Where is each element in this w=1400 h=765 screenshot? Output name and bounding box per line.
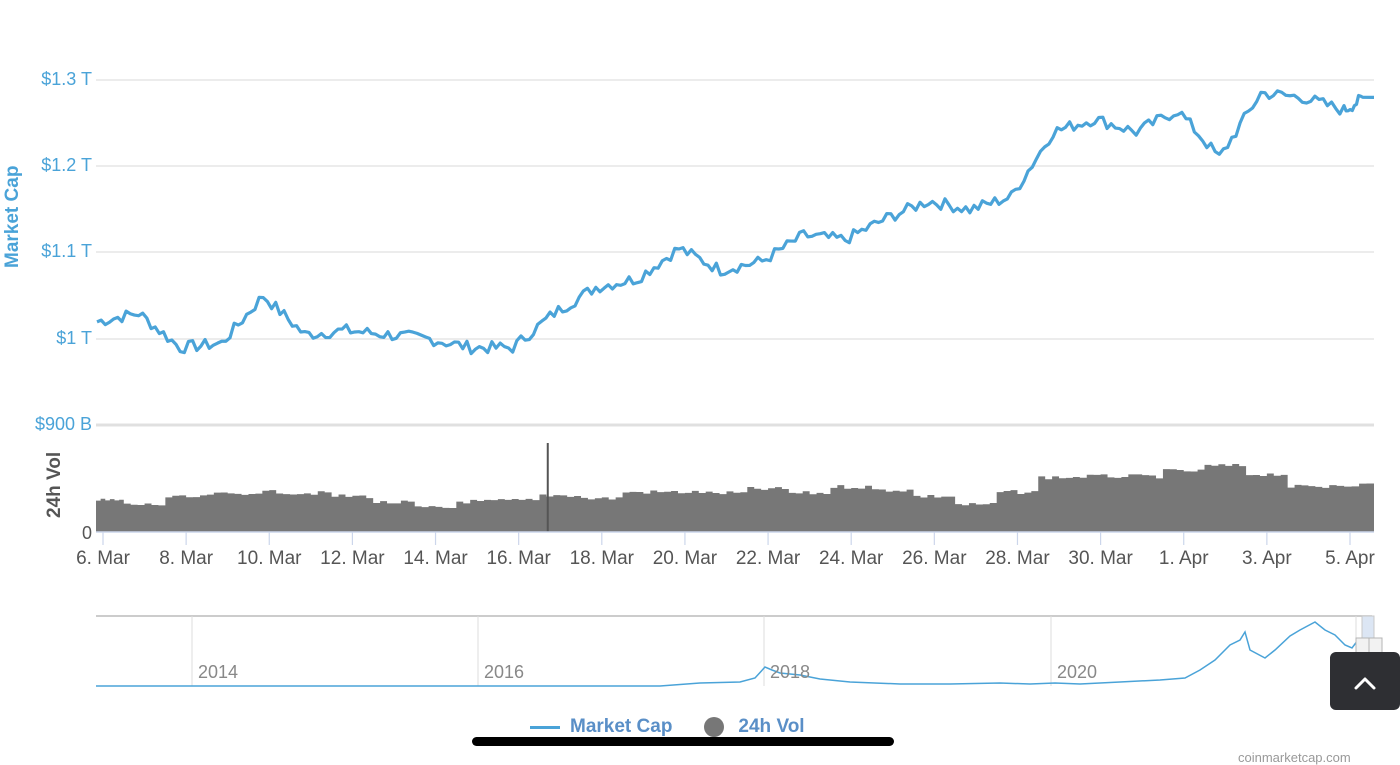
navigator[interactable]: [96, 615, 1383, 687]
x-tick-label: 1. Apr: [1158, 548, 1209, 569]
grid-lines: [96, 79, 1374, 427]
home-indicator: [472, 737, 894, 746]
x-tick-label: 16. Mar: [486, 548, 551, 569]
x-tick-label: 14. Mar: [403, 548, 468, 569]
x-tick-label: 22. Mar: [735, 548, 801, 569]
x-tick-label: 6. Mar: [76, 548, 130, 569]
x-tick-label: 28. Mar: [985, 548, 1050, 569]
y-tick-label: $1.1 T: [41, 241, 92, 261]
volume-y-zero-label: 0: [81, 523, 92, 543]
x-tick-label: 24. Mar: [818, 548, 884, 569]
x-tick-label: 12. Mar: [320, 548, 385, 569]
legend-label-volume: 24h Vol: [738, 716, 805, 737]
circle-icon: [704, 717, 725, 737]
navigator-year-label: 2020: [1057, 662, 1098, 682]
chevron-up-icon: [1354, 677, 1376, 690]
market-cap-line: [96, 89, 1375, 356]
y-tick-label: $900 B: [34, 414, 92, 434]
legend-label-market-cap: Market Cap: [570, 716, 673, 737]
navigator-year-label: 2014: [198, 662, 239, 682]
legend-item-volume[interactable]: 24h Vol: [704, 716, 805, 738]
volume-bars: [96, 443, 1374, 532]
x-axis-ticks: [96, 531, 1374, 545]
x-tick-label: 3. Apr: [1242, 548, 1292, 569]
legend: Market Cap 24h Vol: [530, 716, 837, 738]
x-tick-label: 26. Mar: [902, 548, 967, 569]
x-tick-label: 8. Mar: [159, 548, 214, 569]
x-tick-label: 5. Apr: [1325, 548, 1375, 569]
navigator-year-label: 2018: [770, 662, 811, 682]
scroll-to-top-button[interactable]: [1330, 652, 1400, 710]
x-tick-label: 10. Mar: [237, 548, 302, 569]
line-icon: [530, 725, 560, 729]
x-tick-label: 20. Mar: [652, 548, 718, 569]
market-cap-axis-title: Market Cap: [2, 165, 23, 268]
x-tick-label: 18. Mar: [569, 548, 635, 569]
y-tick-label: $1 T: [56, 328, 92, 348]
navigator-year-label: 2016: [484, 662, 525, 682]
x-tick-label: 30. Mar: [1068, 548, 1133, 569]
y-tick-label: $1.3 T: [41, 69, 92, 89]
legend-item-market-cap[interactable]: Market Cap: [530, 716, 672, 738]
credit-link[interactable]: coinmarketcap.com: [1238, 750, 1351, 765]
y-tick-label: $1.2 T: [41, 155, 92, 175]
volume-axis-title: 24h Vol: [44, 451, 65, 518]
